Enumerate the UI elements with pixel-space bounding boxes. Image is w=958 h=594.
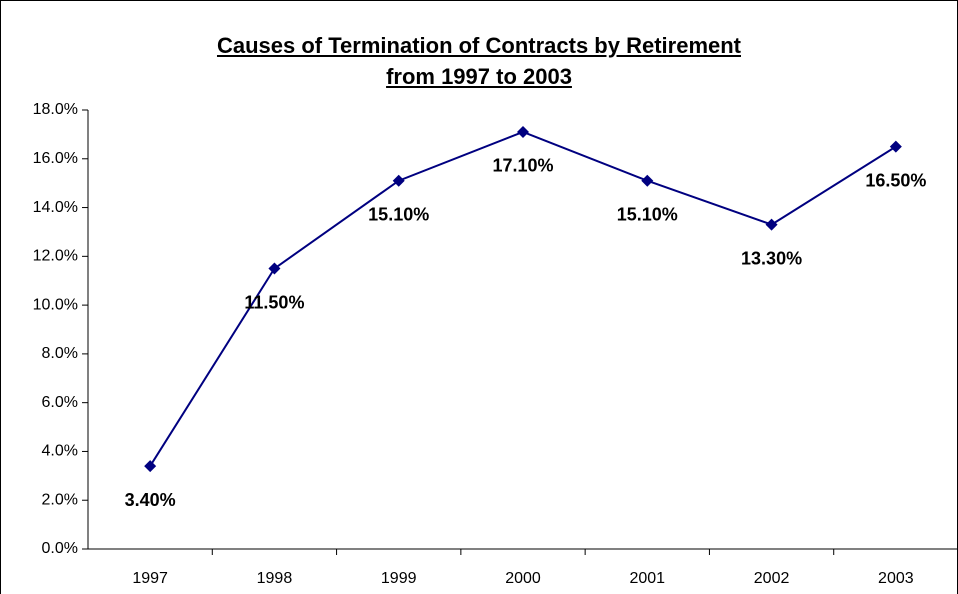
data-label: 15.10% [617, 204, 678, 224]
y-tick-label: 18.0% [33, 101, 78, 118]
y-tick-label: 4.0% [42, 443, 78, 460]
y-tick-label: 10.0% [33, 296, 78, 313]
y-tick-label: 8.0% [42, 345, 78, 362]
chart-title: Causes of Termination of Contracts by Re… [216, 33, 741, 89]
marker [144, 460, 157, 473]
marker [641, 174, 654, 187]
data-label: 3.40% [125, 490, 176, 510]
x-tick-label: 2000 [505, 570, 541, 587]
marker [889, 140, 902, 153]
x-tick-label: 1999 [381, 570, 417, 587]
x-tick-label: 1997 [132, 570, 168, 587]
x-tick-label: 2002 [754, 570, 790, 587]
data-label: 15.10% [368, 204, 429, 224]
y-tick-label: 16.0% [33, 150, 78, 167]
data-label: 13.30% [741, 248, 802, 268]
y-tick-label: 14.0% [33, 199, 78, 216]
x-tick-label: 2003 [878, 570, 914, 587]
y-tick-label: 6.0% [42, 394, 78, 411]
y-tick-label: 12.0% [33, 248, 78, 265]
marker [765, 218, 778, 231]
y-tick-label: 0.0% [42, 540, 78, 557]
x-tick-label: 2001 [629, 570, 665, 587]
data-label: 16.50% [865, 170, 926, 190]
marker [392, 174, 405, 187]
data-label: 17.10% [492, 156, 553, 176]
x-tick-label: 1998 [257, 570, 293, 587]
y-tick-label: 2.0% [42, 491, 78, 508]
marker [268, 262, 281, 275]
marker [517, 125, 529, 138]
data-label: 11.50% [244, 292, 304, 312]
